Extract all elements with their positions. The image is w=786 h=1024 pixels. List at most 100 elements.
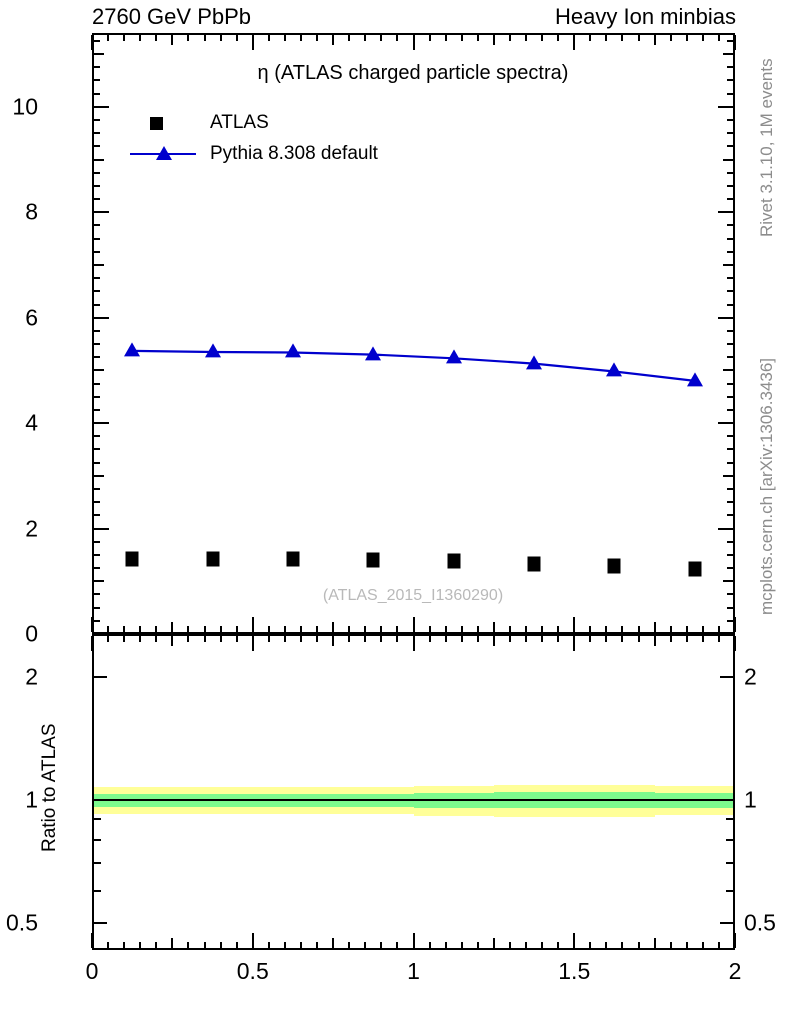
x-tick-ratio-top xyxy=(557,636,560,642)
x-axis-tick-label: 1 xyxy=(407,958,420,984)
x-tick-ratio-top xyxy=(492,636,495,646)
x-tick-ratio-top xyxy=(621,636,624,642)
data-point-pythia xyxy=(365,345,382,360)
y-tick-main-right xyxy=(727,224,733,227)
y-tick-ratio-left xyxy=(94,862,101,865)
x-tick-main-top xyxy=(396,35,399,41)
x-tick-ratio-top xyxy=(717,636,720,642)
x-tick-main-bottom xyxy=(187,626,190,632)
y-tick-main-left xyxy=(94,145,100,148)
x-tick-ratio-bottom xyxy=(476,942,479,948)
x-tick-ratio-top xyxy=(525,636,528,642)
x-tick-ratio-top xyxy=(685,636,688,642)
x-tick-ratio-bottom xyxy=(235,942,238,948)
y-tick-ratio-right xyxy=(720,676,733,679)
x-tick-main-bottom xyxy=(541,626,544,632)
x-tick-main-top xyxy=(107,35,110,41)
x-tick-ratio-top xyxy=(460,636,463,642)
y-tick-main-left xyxy=(94,382,100,385)
y-tick-main-left xyxy=(94,79,100,82)
ratio-reference-line xyxy=(94,799,733,802)
y-tick-main-right xyxy=(723,158,733,161)
y-tick-main-left xyxy=(94,356,100,359)
y-tick-main-left xyxy=(94,474,104,477)
data-point-pythia xyxy=(284,343,301,358)
y-tick-ratio-left xyxy=(94,922,107,925)
x-tick-ratio-bottom xyxy=(701,942,704,948)
x-tick-main-bottom xyxy=(299,626,302,632)
x-tick-ratio-bottom xyxy=(107,942,110,948)
x-tick-main-bottom xyxy=(508,626,511,632)
x-tick-ratio-bottom xyxy=(348,942,351,948)
x-tick-ratio-top xyxy=(139,636,142,642)
mc-curve xyxy=(132,349,695,382)
x-tick-ratio-top xyxy=(734,636,736,651)
x-tick-ratio-top xyxy=(348,636,351,642)
legend-label-atlas: ATLAS xyxy=(210,111,269,133)
y-tick-main-left xyxy=(94,92,100,95)
legend-item-pythia[interactable]: Pythia 8.308 default xyxy=(128,138,378,169)
x-tick-main-bottom xyxy=(685,626,688,632)
x-tick-ratio-top xyxy=(299,636,302,642)
legend-key-triangle-line-icon xyxy=(128,143,200,165)
x-tick-main-top xyxy=(155,35,158,41)
y-tick-main-right xyxy=(727,514,733,517)
data-point-atlas xyxy=(366,552,380,568)
x-tick-main-top xyxy=(348,35,351,41)
x-tick-main-top xyxy=(139,35,142,41)
y-tick-main-right xyxy=(727,290,733,293)
x-tick-main-bottom xyxy=(171,622,174,632)
x-tick-main-top xyxy=(541,35,544,41)
data-point-pythia xyxy=(124,342,141,357)
x-tick-main-bottom xyxy=(396,626,399,632)
x-tick-ratio-bottom xyxy=(364,942,367,948)
x-tick-main-top xyxy=(621,35,624,41)
rivet-version-caption: Rivet 3.1.10, 1M events xyxy=(757,58,776,237)
mcplots-source-caption: mcplots.cern.ch [arXiv:1306.3436] xyxy=(757,357,776,615)
x-tick-main-bottom xyxy=(203,626,206,632)
y-tick-main-right xyxy=(723,263,733,266)
x-tick-main-bottom xyxy=(364,626,367,632)
x-tick-main-top xyxy=(91,35,93,50)
x-tick-ratio-bottom xyxy=(123,942,126,948)
y-axis-tick-label: 8 xyxy=(25,198,38,225)
y-tick-main-left xyxy=(94,369,104,372)
y-tick-ratio-right xyxy=(726,817,733,820)
x-tick-ratio-bottom xyxy=(573,933,576,948)
x-tick-ratio-bottom xyxy=(139,942,142,948)
y-tick-main-left xyxy=(94,118,100,121)
x-tick-ratio-bottom xyxy=(251,933,254,948)
x-axis-tick-label: 2 xyxy=(728,958,742,984)
x-tick-ratio-top xyxy=(251,636,254,651)
x-tick-ratio-top xyxy=(396,636,399,642)
x-tick-main-top xyxy=(557,35,560,41)
main-plot-panel xyxy=(92,33,735,634)
y-tick-main-left xyxy=(94,132,100,135)
y-tick-main-left xyxy=(94,250,100,253)
y-tick-main-right xyxy=(727,39,733,42)
x-tick-main-top xyxy=(637,35,640,41)
legend-item-atlas[interactable]: ATLAS xyxy=(128,107,378,138)
ratio-y-tick-label-left: 1 xyxy=(25,786,38,813)
ratio-y-axis-title: Ratio to ATLAS xyxy=(39,723,60,853)
x-tick-ratio-top xyxy=(107,636,110,642)
y-tick-main-right xyxy=(727,488,733,491)
y-tick-ratio-right xyxy=(726,862,733,865)
x-tick-ratio-bottom xyxy=(717,942,720,948)
y-tick-main-right xyxy=(727,382,733,385)
data-point-pythia xyxy=(606,362,623,377)
x-tick-ratio-top xyxy=(187,636,190,642)
data-point-atlas xyxy=(286,551,300,567)
y-tick-main-left xyxy=(94,303,100,306)
data-point-atlas xyxy=(206,551,220,567)
x-tick-main-top xyxy=(364,35,367,41)
x-tick-ratio-top xyxy=(267,636,270,642)
x-tick-ratio-bottom xyxy=(187,942,190,948)
y-tick-ratio-right xyxy=(726,889,733,892)
x-tick-ratio-top xyxy=(605,636,608,642)
y-tick-main-right xyxy=(727,277,733,280)
x-tick-ratio-bottom xyxy=(460,942,463,948)
y-tick-main-left xyxy=(94,553,100,556)
y-tick-main-left xyxy=(94,105,109,108)
x-tick-ratio-bottom xyxy=(492,938,495,948)
